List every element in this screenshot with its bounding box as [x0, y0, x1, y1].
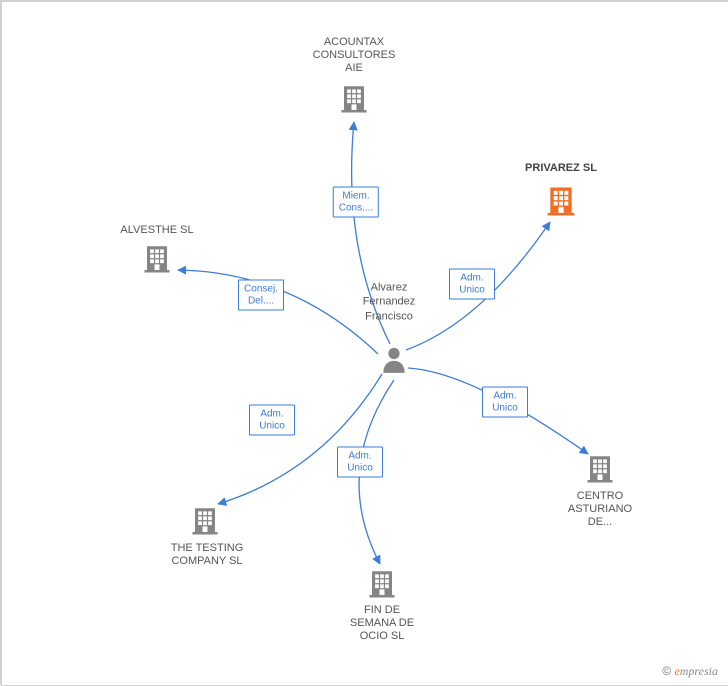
edge-badge-line1: Miem.	[339, 191, 373, 203]
attribution: © empresia	[662, 664, 718, 679]
node-label-acountax: ACOUNTAX CONSULTORES AIE	[313, 36, 396, 76]
node-label-privarez: PRIVAREZ SL	[525, 162, 597, 175]
building-icon-fin	[367, 568, 397, 603]
node-label-testing: THE TESTING COMPANY SL	[171, 542, 244, 568]
edge-badge-fin: Adm.Unico	[337, 447, 383, 478]
edge-badge-line2: Del....	[244, 295, 278, 307]
edge-badge-line1: Adm.	[343, 451, 377, 463]
person-icon	[378, 344, 410, 381]
edge-badge-line2: Unico	[255, 420, 289, 432]
edge-badge-privarez: Adm.Unico	[449, 269, 495, 300]
edge-badge-line2: Unico	[488, 402, 522, 414]
edge-badge-acountax: Miem.Cons....	[333, 187, 379, 218]
copyright-symbol: ©	[662, 664, 671, 678]
building-icon-centro	[585, 453, 615, 488]
center-person-label: Alvarez Fernandez Francisco	[363, 281, 416, 324]
node-label-centro: CENTRO ASTURIANO DE...	[568, 490, 632, 530]
building-icon-alvesthe	[142, 243, 172, 278]
edge-badge-alvesthe: Consej.Del....	[238, 280, 284, 311]
building-icon-testing	[190, 505, 220, 540]
edge-badge-line1: Consej.	[244, 284, 278, 296]
edge-badge-line1: Adm.	[488, 391, 522, 403]
building-icon-privarez	[545, 184, 577, 221]
edge-badge-line2: Cons....	[339, 202, 373, 214]
edge-badge-line2: Unico	[343, 462, 377, 474]
edge-badge-centro: Adm.Unico	[482, 387, 528, 418]
edge-badge-line1: Adm.	[455, 273, 489, 285]
edge-badge-line2: Unico	[455, 284, 489, 296]
brand-rest: mpresia	[680, 664, 718, 678]
edge-badge-testing: Adm.Unico	[249, 405, 295, 436]
node-label-alvesthe: ALVESTHE SL	[120, 224, 193, 237]
node-label-fin: FIN DE SEMANA DE OCIO SL	[350, 604, 414, 644]
edge-badge-line1: Adm.	[255, 409, 289, 421]
edge-testing	[218, 374, 382, 504]
building-icon-acountax	[339, 83, 369, 118]
